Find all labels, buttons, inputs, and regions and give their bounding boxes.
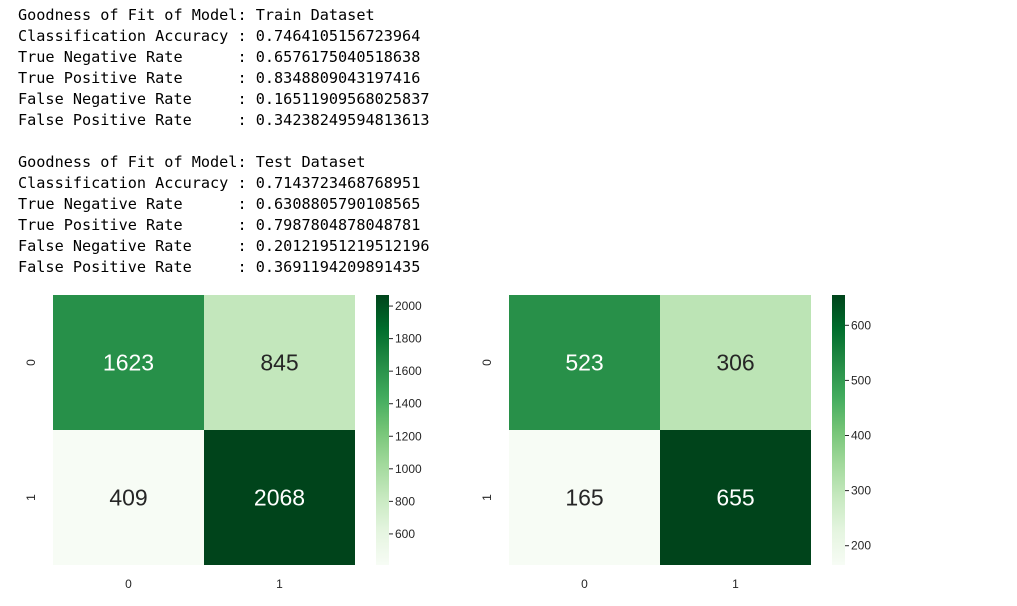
metric-value: 0.16511909568025837 [255, 90, 430, 108]
colorbar [832, 295, 845, 565]
metric-row: Classification Accuracy : 0.714372346876… [18, 174, 421, 192]
colorbar-tick-label: 200 [851, 539, 871, 553]
console-output: Goodness of Fit of Model: Train Dataset … [18, 5, 429, 278]
metric-value: 0.8348809043197416 [255, 69, 421, 87]
metric-value: 0.6308805790108565 [255, 195, 421, 213]
metric-label: Classification Accuracy [18, 27, 229, 45]
y-tick-label: 0 [24, 359, 38, 366]
y-tick-label: 1 [24, 494, 38, 501]
colorbar-tick-label: 2000 [395, 299, 422, 313]
heatmap-cell [53, 295, 204, 430]
metric-row: False Positive Rate : 0.3691194209891435 [18, 258, 421, 276]
y-tick-label: 0 [480, 359, 494, 366]
colorbar-tick-label: 1200 [395, 429, 422, 443]
colorbar-tick-label: 300 [851, 484, 871, 498]
colorbar [376, 295, 389, 565]
heatmap-cell [660, 295, 811, 430]
test-heading: Goodness of Fit of Model: Test Dataset [18, 152, 429, 173]
colorbar-tick-label: 1400 [395, 397, 422, 411]
cell-annotation: 523 [565, 350, 603, 376]
heatmap-cell [204, 295, 355, 430]
metric-label: False Negative Rate [18, 237, 229, 255]
heatmap-cell [53, 430, 204, 565]
train-heading: Goodness of Fit of Model: Train Dataset [18, 5, 429, 26]
metric-value: 0.6576175040518638 [255, 48, 421, 66]
metric-value: 0.7464105156723964 [255, 27, 421, 45]
x-tick-label: 1 [276, 577, 283, 591]
heading-label: Goodness of Fit of Model: [18, 6, 247, 24]
heatmap-cell [509, 430, 660, 565]
colorbar-tick-label: 1800 [395, 332, 422, 346]
cell-annotation: 306 [716, 350, 754, 376]
cell-annotation: 409 [109, 485, 147, 511]
x-tick-label: 1 [732, 577, 739, 591]
metric-row: True Negative Rate : 0.6576175040518638 [18, 48, 421, 66]
metric-row: Classification Accuracy : 0.746410515672… [18, 27, 421, 45]
cell-annotation: 165 [565, 485, 603, 511]
heatmap-cell [204, 430, 355, 565]
x-tick-label: 0 [125, 577, 132, 591]
metric-label: True Positive Rate [18, 69, 229, 87]
cell-annotation: 2068 [254, 485, 305, 511]
colorbar-tick-label: 800 [395, 494, 415, 508]
metric-label: Classification Accuracy [18, 174, 229, 192]
metric-value: 0.20121951219512196 [255, 237, 430, 255]
cell-annotation: 845 [260, 350, 298, 376]
metric-label: False Positive Rate [18, 258, 229, 276]
metric-label: True Negative Rate [18, 48, 229, 66]
cell-annotation: 655 [716, 485, 754, 511]
cell-annotation: 1623 [103, 350, 154, 376]
metric-value: 0.34238249594813613 [255, 111, 430, 129]
metric-value: 0.7987804878048781 [255, 216, 421, 234]
test-metrics-block: Goodness of Fit of Model: Test Dataset C… [18, 152, 429, 278]
colorbar-tick-label: 1600 [395, 364, 422, 378]
metric-row: True Positive Rate : 0.8348809043197416 [18, 69, 421, 87]
colorbar-tick-label: 600 [395, 527, 415, 541]
dataset-name: Test Dataset [255, 153, 366, 171]
colorbar-tick-label: 400 [851, 429, 871, 443]
metric-label: True Positive Rate [18, 216, 229, 234]
dataset-name: Train Dataset [255, 6, 375, 24]
metric-row: True Negative Rate : 0.6308805790108565 [18, 195, 421, 213]
metric-label: False Positive Rate [18, 111, 229, 129]
metric-value: 0.7143723468768951 [255, 174, 421, 192]
heatmap-1: 523 306 165 655 0 1 0 1 200 300 400 500 600 [480, 295, 871, 591]
metric-value: 0.3691194209891435 [255, 258, 421, 276]
colorbar-tick-label: 600 [851, 318, 871, 332]
colorbar-tick-label: 500 [851, 373, 871, 387]
metric-row: False Negative Rate : 0.2012195121951219… [18, 237, 430, 255]
metric-label: True Negative Rate [18, 195, 229, 213]
colorbar-tick-label: 1000 [395, 462, 422, 476]
metric-row: True Positive Rate : 0.7987804878048781 [18, 216, 421, 234]
train-metrics-block: Goodness of Fit of Model: Train Dataset … [18, 5, 429, 131]
y-tick-label: 1 [480, 494, 494, 501]
x-tick-label: 0 [581, 577, 588, 591]
metric-row: False Positive Rate : 0.3423824959481361… [18, 111, 430, 129]
heading-label: Goodness of Fit of Model: [18, 153, 247, 171]
metric-row: False Negative Rate : 0.1651190956802583… [18, 90, 430, 108]
heatmap-cell [509, 295, 660, 430]
metric-label: False Negative Rate [18, 90, 229, 108]
heatmap-cell [660, 430, 811, 565]
